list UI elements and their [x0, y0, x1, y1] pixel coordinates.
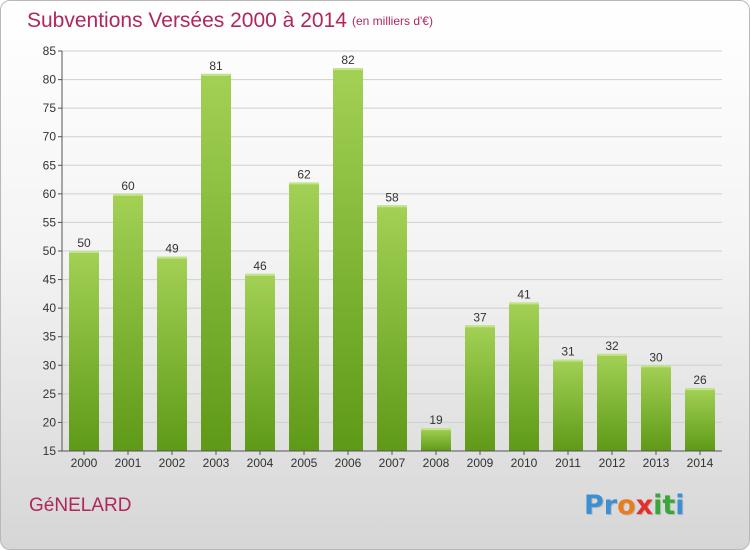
y-tick-label: 15 [43, 444, 57, 458]
bar-2014 [685, 388, 715, 451]
y-tick-label: 85 [43, 44, 57, 58]
bar-2008 [421, 428, 451, 451]
logo-letter: i [653, 490, 663, 521]
bar-highlight [421, 428, 451, 431]
bar-value-label: 41 [517, 287, 531, 301]
bar-2011 [553, 359, 583, 451]
commune-name: GéNELARD [29, 495, 132, 516]
bar-2006 [333, 68, 363, 452]
bar-highlight [597, 353, 627, 356]
bar-2013 [641, 365, 671, 451]
y-tick-label: 50 [43, 244, 57, 258]
x-tick-label: 2012 [599, 456, 626, 470]
logo-letter: r [603, 490, 618, 521]
x-tick-label: 2005 [291, 456, 318, 470]
y-tick-label: 65 [43, 158, 57, 172]
bar-2007 [377, 205, 407, 451]
chart-unit-subtitle: (en milliers d'€) [352, 14, 433, 28]
y-tick-label: 35 [43, 330, 57, 344]
bar-highlight [201, 73, 231, 76]
logo-letter: P [584, 490, 604, 521]
y-tick-label: 60 [43, 187, 57, 201]
bar-2000 [69, 251, 99, 451]
bar-highlight [333, 68, 363, 71]
bar-2002 [157, 256, 187, 451]
bar-2010 [509, 302, 539, 451]
bar-highlight [289, 182, 319, 185]
bar-highlight [245, 273, 275, 276]
bar-value-label: 50 [77, 236, 91, 250]
x-tick-label: 2003 [203, 456, 230, 470]
bar-highlight [113, 193, 143, 196]
y-tick-label: 30 [43, 358, 57, 372]
y-tick-label: 40 [43, 301, 57, 315]
y-tick-label: 20 [43, 415, 57, 429]
bar-value-label: 81 [209, 59, 223, 73]
bar-highlight [465, 325, 495, 328]
bar-highlight [685, 388, 715, 391]
bar-highlight [509, 302, 539, 305]
x-tick-label: 2000 [71, 456, 98, 470]
x-tick-label: 2011 [555, 456, 581, 470]
bar-highlight [553, 359, 583, 362]
bar-value-label: 37 [473, 310, 487, 324]
bar-2003 [201, 73, 231, 451]
x-tick-label: 2002 [159, 456, 186, 470]
bar-value-label: 58 [385, 190, 399, 204]
y-tick-label: 45 [43, 273, 57, 287]
y-tick-label: 70 [43, 130, 57, 144]
x-tick-label: 2004 [247, 456, 274, 470]
bar-value-label: 60 [121, 179, 135, 193]
logo-letter: i [675, 490, 685, 521]
y-tick-label: 25 [43, 387, 57, 401]
x-tick-label: 2009 [467, 456, 494, 470]
bar-value-label: 49 [165, 242, 179, 256]
bar-value-label: 46 [253, 259, 267, 273]
bar-value-label: 62 [297, 167, 311, 181]
logo-letter: t [662, 490, 676, 521]
x-tick-label: 2010 [511, 456, 538, 470]
bar-highlight [377, 205, 407, 208]
x-tick-label: 2001 [115, 456, 142, 470]
bar-highlight [157, 256, 187, 259]
x-tick-label: 2006 [335, 456, 362, 470]
bar-value-label: 31 [561, 345, 575, 359]
bar-value-label: 82 [341, 53, 355, 67]
bar-2009 [465, 325, 495, 451]
proxiti-logo: Proxiti [584, 490, 685, 521]
bar-highlight [641, 365, 671, 368]
x-tick-label: 2007 [379, 456, 406, 470]
bar-2004 [245, 273, 275, 451]
x-tick-label: 2014 [687, 456, 714, 470]
y-tick-label: 80 [43, 73, 57, 87]
logo-letter: x [635, 490, 654, 521]
logo-letter: o [617, 490, 636, 521]
y-tick-label: 55 [43, 215, 57, 229]
bar-2012 [597, 353, 627, 451]
bar-2005 [289, 182, 319, 451]
chart-title: Subventions Versées 2000 à 2014 [27, 9, 347, 32]
y-tick-label: 75 [43, 101, 57, 115]
bar-2001 [113, 193, 143, 451]
bar-highlight [69, 251, 99, 253]
bar-value-label: 26 [693, 373, 707, 387]
x-tick-label: 2008 [423, 456, 450, 470]
bar-value-label: 19 [429, 413, 443, 427]
bar-value-label: 32 [605, 339, 619, 353]
x-tick-label: 2013 [643, 456, 670, 470]
bar-value-label: 30 [649, 350, 663, 364]
